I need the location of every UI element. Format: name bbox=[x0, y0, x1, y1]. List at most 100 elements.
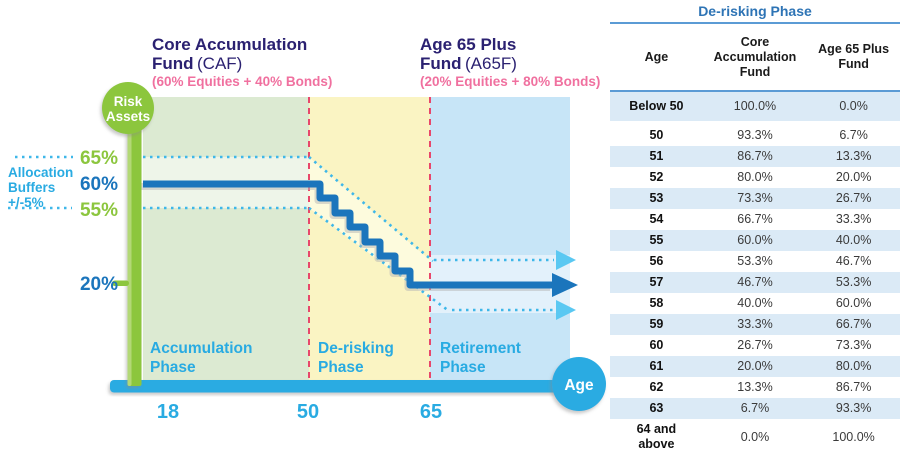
age-cell: 59 bbox=[649, 317, 664, 331]
caf-cell: 13.3% bbox=[737, 380, 773, 394]
a65f-cell: 93.3% bbox=[835, 401, 872, 415]
age-cell: 54 bbox=[649, 212, 664, 226]
y-axis-highlight bbox=[127, 106, 132, 386]
age-cell: 55 bbox=[649, 233, 664, 247]
buffer-note-line3: +/-5% bbox=[8, 195, 44, 210]
age-cell: 60 bbox=[649, 338, 664, 352]
risk-assets-bubble: Risk Assets bbox=[102, 82, 154, 134]
table-row: 55 60.0% 40.0% bbox=[610, 230, 900, 251]
a65f-cell: 53.3% bbox=[835, 275, 872, 289]
caf-mix-subtitle: (60% Equities + 40% Bonds) bbox=[152, 74, 332, 89]
derisking-phase-label-line1: De-risking bbox=[318, 340, 394, 357]
caf-title-block: Core Accumulation Fund (CAF) (60% Equiti… bbox=[152, 35, 332, 89]
a65f-cell: 6.7% bbox=[839, 128, 868, 142]
age-cell: 51 bbox=[649, 149, 664, 163]
a65f-cell: 26.7% bbox=[835, 191, 872, 205]
y-tick-65: 65% bbox=[80, 148, 118, 169]
caf-title-line1: Core Accumulation bbox=[152, 35, 307, 54]
a65f-title-block: Age 65 Plus Fund (A65F) (20% Equities + … bbox=[420, 35, 600, 89]
y-tick-20: 20% bbox=[80, 274, 118, 295]
table-row: 59 33.3% 66.7% bbox=[610, 314, 900, 335]
accumulation-phase-label-line1: Accumulation bbox=[150, 340, 252, 357]
age-cell: 61 bbox=[649, 359, 664, 373]
x-tick-18: 18 bbox=[157, 401, 179, 423]
age-cell: 53 bbox=[649, 191, 664, 205]
a65f-cell: 13.3% bbox=[835, 149, 872, 163]
table-row: 58 40.0% 60.0% bbox=[610, 293, 900, 314]
caf-cell: 86.7% bbox=[737, 149, 773, 163]
buffer-note-line2: Buffers bbox=[8, 180, 55, 195]
allocation-buffers-note: Allocation Buffers +/-5% bbox=[8, 165, 73, 210]
retirement-phase-label-line2: Phase bbox=[440, 359, 486, 376]
table-title-rule bbox=[610, 22, 900, 24]
age-bubble: Age bbox=[552, 357, 606, 411]
allocation-buffer-lines bbox=[8, 155, 576, 320]
derisking-table-body: Below 50 100.0% 0.0% 50 93.3% 6.7% 51 86.7% 13.3… bbox=[610, 91, 900, 455]
table-row: 56 53.3% 46.7% bbox=[610, 251, 900, 272]
buffer-note-line1: Allocation bbox=[8, 165, 73, 180]
caf-cell: 26.7% bbox=[737, 338, 773, 352]
col-header-age: Age bbox=[610, 24, 703, 92]
table-row: 52 80.0% 20.0% bbox=[610, 167, 900, 188]
glide-path-line bbox=[143, 180, 552, 289]
a65f-mix-subtitle: (20% Equities + 80% Bonds) bbox=[420, 74, 600, 89]
table-row: 50 93.3% 6.7% bbox=[610, 123, 900, 146]
phase-labels: Accumulation Phase De-risking Phase Reti… bbox=[150, 340, 521, 376]
caf-cell: 60.0% bbox=[737, 233, 773, 247]
caf-cell: 20.0% bbox=[737, 359, 773, 373]
table-row: 63 6.7% 93.3% bbox=[610, 398, 900, 419]
caf-cell: 93.3% bbox=[737, 128, 773, 142]
risk-assets-label-line2: Assets bbox=[106, 109, 150, 124]
axes bbox=[110, 106, 570, 393]
y-tick-labels: 65% 60% 55% 20% bbox=[80, 148, 118, 295]
age-cell: 52 bbox=[649, 170, 664, 184]
caf-cell: 33.3% bbox=[737, 317, 773, 331]
tick-20-mark bbox=[112, 280, 129, 286]
col-header-caf: Core Accumulation Fund bbox=[702, 24, 808, 92]
age-cell: 63 bbox=[649, 401, 664, 415]
retirement-phase-label-line1: Retirement bbox=[440, 340, 521, 357]
a65f-cell: 40.0% bbox=[835, 233, 872, 247]
table-row: 64 and above 0.0% 100.0% bbox=[610, 419, 900, 455]
table-row: 51 86.7% 13.3% bbox=[610, 146, 900, 167]
y-tick-55: 55% bbox=[80, 200, 118, 221]
caf-cell: 6.7% bbox=[740, 401, 770, 415]
table-row: 61 20.0% 80.0% bbox=[610, 356, 900, 377]
derisking-table: Age Core Accumulation Fund Age 65 Plus F… bbox=[610, 24, 900, 455]
a65f-cell: 33.3% bbox=[835, 212, 872, 226]
a65f-cell: 100.0% bbox=[832, 429, 875, 444]
age-cell: 64 and above bbox=[636, 422, 677, 451]
a65f-cell: 60.0% bbox=[835, 296, 872, 310]
x-tick-labels: 18 50 65 bbox=[157, 401, 442, 423]
upper-buffer-arrowhead-icon bbox=[556, 250, 576, 270]
x-tick-50: 50 bbox=[297, 401, 319, 423]
x-axis-bar bbox=[110, 380, 570, 393]
caf-cell: 46.7% bbox=[737, 275, 773, 289]
caf-title-line2: Fund bbox=[152, 54, 194, 73]
caf-cell: 66.7% bbox=[737, 212, 773, 226]
table-row: 53 73.3% 26.7% bbox=[610, 188, 900, 209]
glide-path-chart: Risk Assets Age Core Accumulation Fund (… bbox=[8, 35, 606, 423]
a65f-cell: 80.0% bbox=[835, 359, 872, 373]
age-cell: 62 bbox=[649, 380, 664, 394]
table-row: 62 13.3% 86.7% bbox=[610, 377, 900, 398]
risk-assets-label-line1: Risk bbox=[114, 94, 143, 109]
accumulation-phase-label-line2: Phase bbox=[150, 359, 196, 376]
table-row: Below 50 100.0% 0.0% bbox=[610, 91, 900, 123]
a65f-abbr: (A65F) bbox=[465, 54, 517, 73]
a65f-title-line2: Fund bbox=[420, 54, 462, 73]
accumulation-region bbox=[143, 97, 309, 380]
a65f-cell: 66.7% bbox=[835, 317, 872, 331]
lower-buffer-arrowhead-icon bbox=[556, 300, 576, 320]
caf-cell: 73.3% bbox=[737, 191, 773, 205]
age-cell: 58 bbox=[649, 296, 664, 310]
table-row: 54 66.7% 33.3% bbox=[610, 209, 900, 230]
retirement-region bbox=[430, 97, 570, 380]
a65f-cell: 46.7% bbox=[835, 254, 872, 268]
a65f-cell: 20.0% bbox=[835, 170, 872, 184]
a65f-cell: 0.0% bbox=[839, 99, 868, 113]
col-header-a65f: Age 65 Plus Fund bbox=[807, 24, 900, 92]
derisking-phase-label-line2: Phase bbox=[318, 359, 364, 376]
table-row: 60 26.7% 73.3% bbox=[610, 335, 900, 356]
